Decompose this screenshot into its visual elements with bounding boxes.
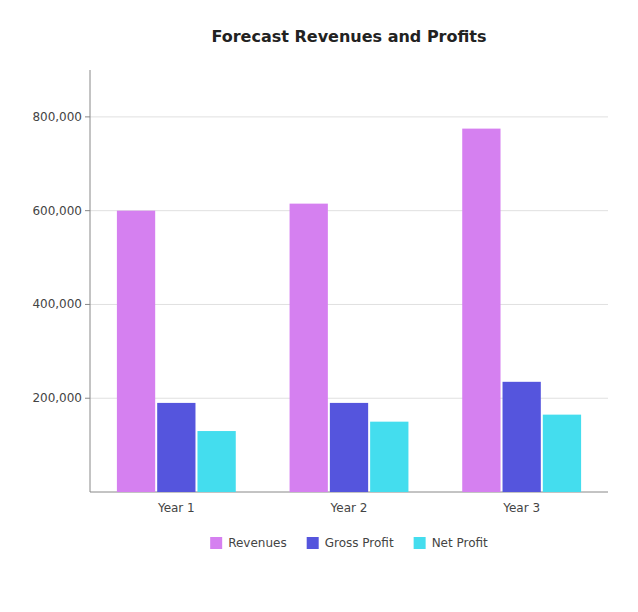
bars bbox=[117, 129, 581, 492]
legend-item: Gross Profit bbox=[307, 536, 394, 550]
y-tick-label: 600,000 bbox=[32, 204, 82, 218]
y-tick bbox=[85, 398, 90, 399]
x-tick-label: Year 1 bbox=[157, 501, 195, 515]
y-tick-label: 200,000 bbox=[32, 391, 82, 405]
page: {"chart_data": {"type": "bar", "title": … bbox=[0, 0, 638, 612]
x-tick-label: Year 3 bbox=[502, 501, 540, 515]
title: Forecast Revenues and Profits bbox=[211, 27, 486, 46]
y-tick bbox=[85, 116, 90, 117]
grid-line bbox=[90, 116, 608, 117]
y-tick-label: 400,000 bbox=[32, 297, 82, 311]
bar bbox=[370, 422, 408, 492]
legend: Revenues Gross Profit Net Profit bbox=[210, 536, 488, 550]
legend-swatch bbox=[210, 537, 222, 549]
y-tick bbox=[85, 304, 90, 305]
bar bbox=[117, 211, 155, 492]
legend-swatch bbox=[307, 537, 319, 549]
legend-label: Revenues bbox=[228, 536, 287, 550]
grid-line bbox=[90, 210, 608, 211]
legend-item: Net Profit bbox=[414, 536, 488, 550]
legend-swatch bbox=[414, 537, 426, 549]
bar bbox=[330, 403, 368, 492]
bar bbox=[290, 204, 328, 492]
chart-container: Forecast Revenues and Profits 200,000 400,… bbox=[0, 0, 638, 612]
legend-label: Gross Profit bbox=[325, 536, 394, 550]
bar bbox=[462, 129, 500, 492]
grid-line bbox=[90, 304, 608, 305]
bar bbox=[503, 382, 541, 492]
y-tick-label: 800,000 bbox=[32, 110, 82, 124]
chart-svg: Forecast Revenues and Profits 200,000 400,… bbox=[0, 0, 638, 612]
legend-item: Revenues bbox=[210, 536, 287, 550]
x-tick-label: Year 2 bbox=[330, 501, 368, 515]
bar bbox=[157, 403, 195, 492]
bar bbox=[543, 415, 581, 492]
legend-label: Net Profit bbox=[432, 536, 488, 550]
y-tick bbox=[85, 210, 90, 211]
bar bbox=[197, 431, 235, 492]
y-axis-line bbox=[90, 70, 91, 492]
